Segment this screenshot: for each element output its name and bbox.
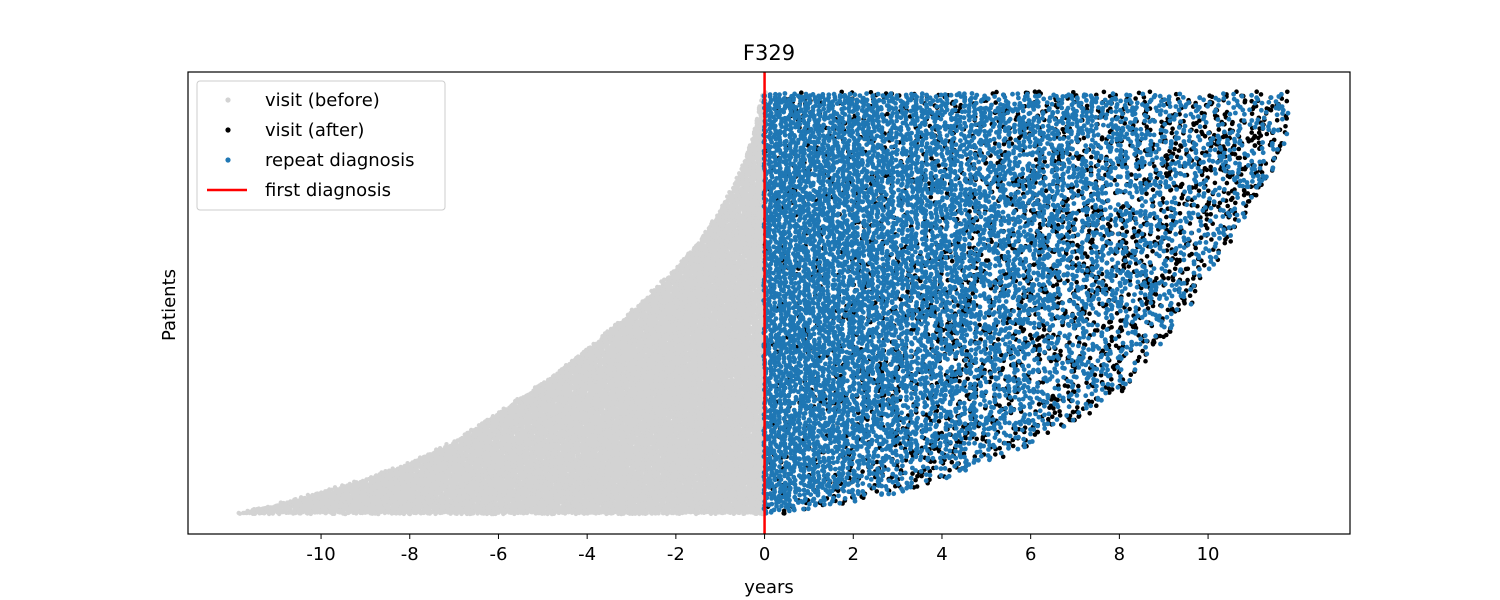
visit-before-point — [299, 495, 303, 499]
visit-before-point — [396, 467, 400, 471]
chart-title: F329 — [743, 41, 795, 65]
visit-before-point — [292, 498, 296, 502]
visit-before-point — [352, 480, 356, 484]
visit-before-point — [237, 511, 241, 515]
visit-before-point — [369, 475, 373, 479]
visit-before-point — [319, 490, 323, 494]
visit-before-point — [279, 500, 283, 504]
visit-before-point — [314, 492, 318, 496]
visit-before-point — [383, 469, 387, 473]
visit-before-point — [345, 483, 349, 487]
visit-before-point — [364, 477, 368, 481]
visit-before-point — [333, 485, 337, 489]
visit-before-point — [325, 489, 329, 493]
visit-before-point — [263, 506, 267, 510]
visit-before-point — [252, 507, 256, 511]
visit-before-point — [379, 470, 383, 474]
visit-before-point — [306, 493, 310, 497]
visit-before-point — [245, 509, 249, 513]
visit-before-point — [340, 483, 344, 487]
visit-before-point — [391, 466, 395, 470]
visit-before-point — [273, 504, 277, 508]
visit-before-point — [405, 461, 409, 465]
visit-before-point — [287, 500, 291, 504]
visit-before-point — [374, 473, 378, 477]
